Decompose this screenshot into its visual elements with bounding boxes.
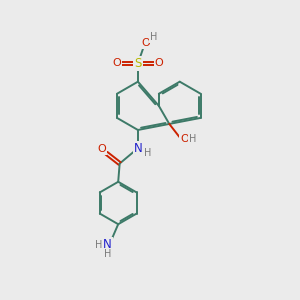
Text: O: O xyxy=(97,144,106,154)
Text: H: H xyxy=(144,148,151,158)
Text: O: O xyxy=(141,38,150,48)
Text: H: H xyxy=(95,240,102,250)
Text: O: O xyxy=(180,134,189,144)
Text: N: N xyxy=(103,238,112,251)
Text: H: H xyxy=(189,134,197,144)
Text: N: N xyxy=(134,142,142,155)
Text: H: H xyxy=(103,249,111,259)
Text: O: O xyxy=(112,58,121,68)
Text: H: H xyxy=(150,32,157,42)
Text: S: S xyxy=(134,57,142,70)
Text: O: O xyxy=(155,58,164,68)
